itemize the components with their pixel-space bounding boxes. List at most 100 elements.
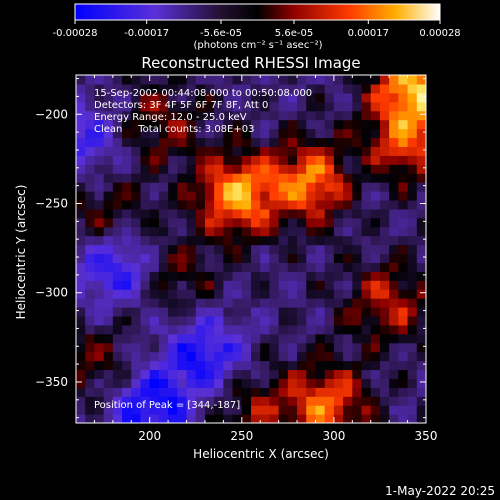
heatmap-cell (343, 262, 353, 272)
heatmap-cell (361, 289, 372, 299)
heatmap-cell (389, 307, 399, 317)
heatmap-cell (214, 128, 224, 139)
heatmap-cell (297, 226, 307, 237)
heatmap-cell (232, 173, 243, 183)
heatmap-cell (269, 83, 280, 94)
heatmap-cell (177, 92, 188, 103)
heatmap-cell (195, 280, 206, 290)
heatmap-cell (278, 75, 289, 85)
colorbar-tick-label: 0.00017 (348, 28, 389, 39)
heatmap-cell (407, 324, 418, 335)
heatmap-cell (407, 110, 418, 121)
heatmap-cell (140, 137, 151, 147)
heatmap-cell (140, 298, 151, 308)
heatmap-cell (122, 75, 132, 85)
heatmap-cell (260, 262, 271, 272)
heatmap-cell (352, 369, 363, 379)
heatmap-cell (122, 414, 132, 423)
heatmap-cell (122, 101, 132, 112)
heatmap-cell (297, 280, 307, 290)
heatmap-cell (94, 396, 105, 406)
heatmap-cell (315, 262, 326, 272)
heatmap-cell (112, 164, 123, 174)
heatmap-cell (260, 369, 271, 379)
heatmap-cell (416, 324, 426, 335)
heatmap-cell (297, 128, 307, 139)
heatmap-cell (251, 182, 261, 192)
heatmap-cell (306, 191, 317, 201)
heatmap-cell (76, 307, 86, 317)
heatmap-cell (177, 315, 188, 326)
heatmap-cell (223, 351, 234, 362)
heatmap-cell (186, 387, 197, 397)
heatmap-cell (306, 75, 317, 85)
heatmap-cell (306, 128, 317, 139)
heatmap-cell (112, 253, 123, 263)
heatmap-cell (379, 387, 390, 397)
heatmap-cell (94, 92, 105, 103)
heatmap-cell (131, 164, 142, 174)
heatmap-cell (168, 199, 178, 210)
heatmap-cell (407, 199, 418, 210)
heatmap-cell (333, 351, 344, 362)
heatmap-cell (241, 173, 252, 183)
heatmap-cell (297, 396, 307, 406)
heatmap-cell (315, 83, 326, 94)
heatmap-cell (103, 226, 114, 237)
heatmap-cell (177, 119, 188, 130)
heatmap-cell (223, 75, 234, 85)
heatmap-cell (195, 369, 206, 379)
heatmap-cell (379, 101, 390, 112)
heatmap-cell (287, 289, 298, 299)
heatmap-cell (278, 298, 289, 308)
heatmap-cell (343, 226, 353, 237)
heatmap-cell (352, 414, 363, 423)
heatmap-cell (168, 262, 178, 272)
heatmap-cell (223, 333, 234, 344)
heatmap-cell (324, 396, 335, 406)
heatmap-cell (361, 324, 372, 335)
heatmap-cell (260, 101, 271, 112)
heatmap-cell (186, 217, 197, 228)
heatmap-cell (76, 235, 86, 246)
heatmap-cell (278, 324, 289, 335)
heatmap-cell (343, 405, 353, 415)
heatmap-cell (389, 387, 399, 397)
heatmap-cell (398, 119, 409, 130)
heatmap-cell (389, 83, 399, 94)
heatmap-cell (352, 208, 363, 219)
heatmap-cell (398, 342, 409, 353)
heatmap-cell (416, 146, 426, 156)
heatmap-cell (168, 217, 178, 228)
heatmap-cell (131, 378, 142, 388)
heatmap-cell (85, 173, 96, 183)
heatmap-cell (251, 414, 261, 423)
heatmap-cell (232, 92, 243, 103)
heatmap-cell (389, 75, 399, 85)
heatmap-cell (315, 191, 326, 201)
heatmap-cell (352, 387, 363, 397)
heatmap-cell (122, 315, 132, 326)
heatmap-cell (370, 173, 381, 183)
heatmap-cell (315, 164, 326, 174)
heatmap-cell (76, 191, 86, 201)
heatmap-cell (131, 92, 142, 103)
heatmap-cell (251, 262, 261, 272)
heatmap-cell (343, 208, 353, 219)
heatmap-cell (76, 199, 86, 210)
heatmap-cell (204, 75, 215, 85)
heatmap-cell (269, 307, 280, 317)
heatmap-cell (168, 324, 178, 335)
heatmap-cell (333, 253, 344, 263)
heatmap-cell (94, 226, 105, 237)
heatmap-cell (269, 351, 280, 362)
heatmap-cell (168, 289, 178, 299)
heatmap-cell (361, 396, 372, 406)
heatmap-cell (278, 226, 289, 237)
heatmap-cell (361, 182, 372, 192)
heatmap-cell (324, 119, 335, 130)
heatmap-cell (370, 360, 381, 371)
heatmap-cell (389, 173, 399, 183)
heatmap-cell (232, 405, 243, 415)
heatmap-cell (232, 271, 243, 281)
